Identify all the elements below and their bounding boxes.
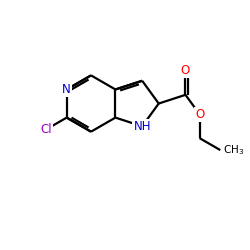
Text: CH$_3$: CH$_3$ — [223, 143, 244, 157]
Text: O: O — [181, 64, 190, 78]
Text: O: O — [195, 108, 204, 121]
Text: N: N — [62, 83, 71, 96]
Text: NH: NH — [134, 120, 151, 133]
Text: Cl: Cl — [40, 123, 52, 136]
